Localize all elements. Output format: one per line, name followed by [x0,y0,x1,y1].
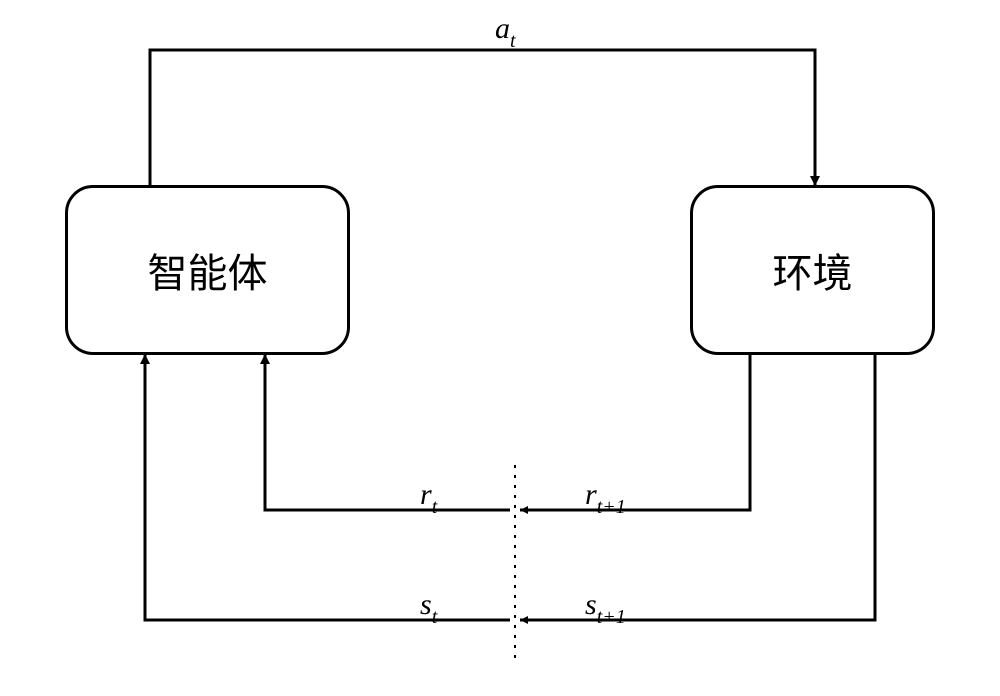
label-state-next: st+1 [585,588,626,627]
label-reward: rt [420,478,437,517]
node-agent-label: 智能体 [148,241,268,299]
label-reward-next: rt+1 [585,478,626,517]
node-environment: 环境 [690,185,935,355]
node-agent: 智能体 [65,185,350,355]
edge-reward-next [520,355,750,510]
label-state: st [420,588,437,627]
edge-state [145,355,510,620]
node-environment-label: 环境 [773,241,853,299]
label-action: at [495,12,516,51]
edge-action [150,50,815,185]
diagram-canvas: 智能体 环境 at rt+1 st+1 rt st [0,0,1000,696]
edge-reward [265,355,510,510]
edge-state-next [520,355,875,620]
